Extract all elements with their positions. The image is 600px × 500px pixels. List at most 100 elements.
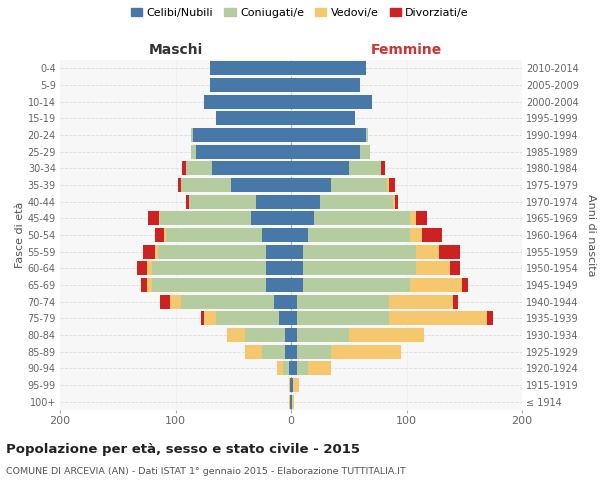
Bar [256, 194, 291, 209]
Bar [186, 194, 190, 209]
Bar [280, 311, 291, 326]
Bar [291, 128, 366, 142]
Bar [283, 361, 289, 376]
Bar [190, 194, 256, 209]
Bar [289, 361, 291, 376]
Bar [297, 311, 389, 326]
Bar [349, 161, 381, 176]
Legend: Celibi/Nubili, Coniugati/e, Vedovi/e, Divorziati/e: Celibi/Nubili, Coniugati/e, Vedovi/e, Di… [131, 8, 469, 18]
Bar [210, 78, 291, 92]
Bar [462, 278, 468, 292]
Bar [416, 261, 451, 276]
Bar [166, 228, 262, 242]
Bar [291, 328, 297, 342]
Bar [451, 261, 460, 276]
Bar [410, 228, 422, 242]
Bar [291, 311, 297, 326]
Bar [193, 128, 291, 142]
Bar [148, 211, 160, 226]
Bar [293, 378, 299, 392]
Bar [231, 178, 291, 192]
Bar [291, 344, 297, 358]
Bar [291, 261, 302, 276]
Bar [320, 194, 392, 209]
Bar [291, 94, 372, 109]
Bar [314, 211, 410, 226]
Bar [381, 161, 385, 176]
Bar [439, 244, 460, 259]
Bar [201, 311, 205, 326]
Bar [410, 278, 462, 292]
Bar [360, 144, 370, 159]
Bar [137, 261, 146, 276]
Bar [291, 278, 302, 292]
Bar [266, 244, 291, 259]
Bar [410, 211, 416, 226]
Bar [191, 128, 193, 142]
Bar [487, 311, 493, 326]
Bar [181, 294, 274, 308]
Bar [158, 244, 266, 259]
Bar [291, 161, 349, 176]
Bar [302, 261, 416, 276]
Bar [155, 244, 158, 259]
Bar [245, 344, 262, 358]
Bar [291, 112, 355, 126]
Bar [308, 228, 410, 242]
Bar [291, 294, 297, 308]
Bar [285, 328, 291, 342]
Bar [251, 211, 291, 226]
Bar [349, 328, 424, 342]
Y-axis label: Fasce di età: Fasce di età [14, 202, 25, 268]
Bar [366, 128, 368, 142]
Bar [245, 328, 285, 342]
Bar [182, 161, 186, 176]
Bar [262, 228, 291, 242]
Bar [389, 178, 395, 192]
Bar [416, 211, 427, 226]
Bar [291, 361, 297, 376]
Bar [289, 394, 290, 408]
Bar [291, 178, 331, 192]
Bar [292, 394, 295, 408]
Bar [146, 261, 152, 276]
Bar [389, 294, 453, 308]
Text: Maschi: Maschi [148, 42, 203, 56]
Bar [291, 61, 366, 76]
Bar [178, 178, 181, 192]
Bar [277, 361, 283, 376]
Bar [205, 311, 216, 326]
Bar [262, 344, 285, 358]
Bar [160, 211, 251, 226]
Bar [302, 244, 416, 259]
Bar [308, 361, 331, 376]
Bar [160, 294, 170, 308]
Bar [291, 394, 292, 408]
Bar [266, 261, 291, 276]
Bar [291, 244, 302, 259]
Bar [297, 294, 389, 308]
Bar [216, 311, 280, 326]
Bar [146, 278, 152, 292]
Bar [302, 278, 410, 292]
Bar [216, 112, 291, 126]
Bar [181, 178, 231, 192]
Bar [331, 178, 387, 192]
Bar [331, 344, 401, 358]
Bar [395, 194, 398, 209]
Bar [141, 278, 146, 292]
Bar [416, 244, 439, 259]
Y-axis label: Anni di nascita: Anni di nascita [586, 194, 596, 276]
Bar [191, 144, 196, 159]
Bar [297, 328, 349, 342]
Bar [387, 178, 389, 192]
Bar [212, 161, 291, 176]
Bar [170, 294, 181, 308]
Bar [291, 78, 360, 92]
Bar [152, 261, 266, 276]
Bar [210, 61, 291, 76]
Bar [290, 378, 291, 392]
Bar [274, 294, 291, 308]
Bar [297, 344, 331, 358]
Bar [453, 294, 458, 308]
